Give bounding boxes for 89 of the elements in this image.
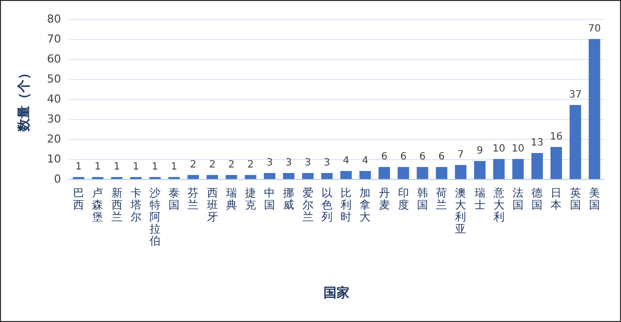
x-tick-label: 英国 bbox=[570, 186, 581, 212]
data-label: 1 bbox=[152, 162, 158, 172]
data-label: 6 bbox=[381, 152, 388, 162]
data-label: 37 bbox=[568, 90, 582, 100]
y-tick-label: 0 bbox=[54, 172, 61, 186]
bar bbox=[206, 175, 218, 179]
x-tick-label: 瑞士 bbox=[474, 186, 486, 212]
bar bbox=[244, 175, 256, 179]
bar bbox=[187, 175, 199, 179]
bar bbox=[359, 171, 371, 179]
data-label: 2 bbox=[228, 160, 235, 170]
x-tick-label: 芬兰 bbox=[188, 186, 199, 212]
x-tick-label: 比利时 bbox=[340, 186, 352, 224]
bar bbox=[340, 171, 352, 179]
data-label: 2 bbox=[190, 160, 196, 170]
bar bbox=[226, 175, 238, 179]
x-axis-title: 国家 bbox=[324, 285, 350, 301]
data-label: 1 bbox=[132, 162, 140, 172]
bar bbox=[550, 147, 562, 179]
x-tick-label: 加拿大 bbox=[360, 186, 371, 224]
y-tick-label: 50 bbox=[47, 72, 61, 86]
x-tick-label: 中国 bbox=[264, 186, 276, 212]
data-label: 6 bbox=[400, 152, 407, 162]
data-label: 6 bbox=[419, 152, 426, 162]
data-label: 9 bbox=[476, 146, 483, 156]
bar bbox=[302, 173, 314, 179]
data-label: 1 bbox=[75, 162, 82, 172]
x-tick-label: 沙特阿拉伯 bbox=[149, 186, 160, 248]
y-tick-label: 20 bbox=[47, 132, 61, 146]
x-tick-label: 西班牙 bbox=[206, 186, 218, 224]
x-tick-label: 泰国 bbox=[168, 186, 180, 212]
bar bbox=[378, 167, 390, 179]
x-tick-label: 印度 bbox=[398, 186, 409, 212]
x-tick-label: 日本 bbox=[550, 186, 562, 212]
x-tick-label: 捷克 bbox=[245, 186, 256, 212]
bar bbox=[493, 159, 505, 179]
bar bbox=[416, 167, 428, 179]
data-label: 1 bbox=[170, 162, 178, 172]
x-tick-label: 法国 bbox=[512, 186, 524, 212]
x-tick-label: 德国 bbox=[532, 186, 543, 212]
bar bbox=[436, 167, 448, 179]
data-label: 13 bbox=[530, 138, 544, 148]
data-label: 1 bbox=[114, 162, 120, 172]
bar bbox=[264, 173, 276, 179]
y-axis-title: 数量（个） bbox=[17, 66, 32, 132]
data-label: 4 bbox=[342, 156, 350, 166]
bar bbox=[474, 161, 486, 179]
data-label: 3 bbox=[286, 158, 292, 168]
data-label: 3 bbox=[304, 158, 312, 168]
x-tick-label: 挪威 bbox=[283, 186, 294, 212]
bar bbox=[588, 39, 600, 179]
bar bbox=[283, 173, 294, 179]
x-tick-label: 卢森堡 bbox=[92, 186, 104, 224]
data-label: 3 bbox=[324, 158, 330, 168]
y-tick-label: 60 bbox=[47, 52, 61, 66]
bar bbox=[398, 167, 410, 179]
y-tick-label: 30 bbox=[47, 112, 61, 126]
x-tick-label: 美国 bbox=[588, 186, 600, 212]
x-tick-label: 爱尔兰 bbox=[302, 186, 314, 224]
y-tick-label: 70 bbox=[47, 32, 61, 46]
data-label: 4 bbox=[362, 156, 368, 166]
data-label: 2 bbox=[247, 160, 254, 170]
bar bbox=[454, 165, 466, 179]
data-label: 3 bbox=[266, 158, 273, 168]
data-label: 1 bbox=[94, 162, 101, 172]
x-tick-label: 澳大利亚 bbox=[455, 186, 466, 236]
bar bbox=[321, 173, 333, 179]
x-tick-label: 巴西 bbox=[73, 186, 84, 212]
data-label: 10 bbox=[492, 144, 506, 154]
bar bbox=[531, 153, 543, 179]
data-label: 16 bbox=[550, 132, 563, 142]
x-tick-label: 瑞典 bbox=[226, 186, 237, 212]
y-tick-label: 80 bbox=[47, 12, 61, 26]
data-label: 2 bbox=[209, 160, 216, 170]
x-tick-label: 卡塔尔 bbox=[129, 186, 142, 224]
data-label: 70 bbox=[588, 24, 601, 34]
x-tick-label: 丹麦 bbox=[378, 186, 390, 212]
x-tick-label: 荷兰 bbox=[436, 186, 448, 212]
bar bbox=[570, 105, 582, 179]
y-tick-label: 10 bbox=[47, 152, 61, 166]
data-label: 6 bbox=[438, 152, 445, 162]
bar bbox=[512, 159, 524, 179]
x-tick-label: 新西兰 bbox=[111, 186, 122, 224]
x-tick-label: 韩国 bbox=[416, 186, 428, 212]
x-tick-label: 以色列 bbox=[321, 186, 332, 224]
data-label: 10 bbox=[512, 144, 524, 154]
x-tick-label: 意大利 bbox=[492, 186, 504, 224]
y-tick-label: 40 bbox=[47, 92, 61, 106]
data-label: 7 bbox=[458, 150, 464, 160]
